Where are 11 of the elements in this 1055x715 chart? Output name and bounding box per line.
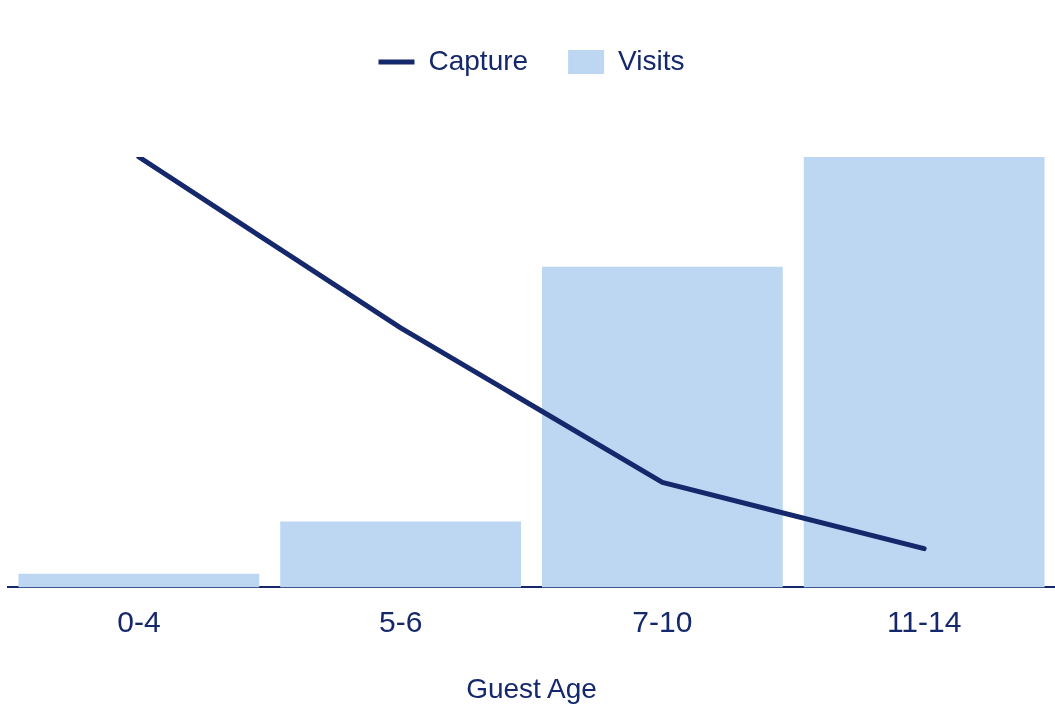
x-tick-label: 5-6 bbox=[378, 604, 423, 638]
x-axis-title: Guest Age bbox=[466, 672, 597, 704]
legend-label: Capture bbox=[428, 44, 529, 76]
bar bbox=[18, 573, 260, 588]
legend-label: Visits bbox=[618, 44, 685, 76]
x-tick-label: 7-10 bbox=[632, 604, 693, 638]
bar bbox=[803, 157, 1045, 588]
x-tick-label: 0-4 bbox=[117, 604, 161, 638]
x-tick-label: 11-14 bbox=[886, 604, 962, 638]
bar bbox=[280, 521, 522, 588]
bar bbox=[541, 266, 783, 588]
